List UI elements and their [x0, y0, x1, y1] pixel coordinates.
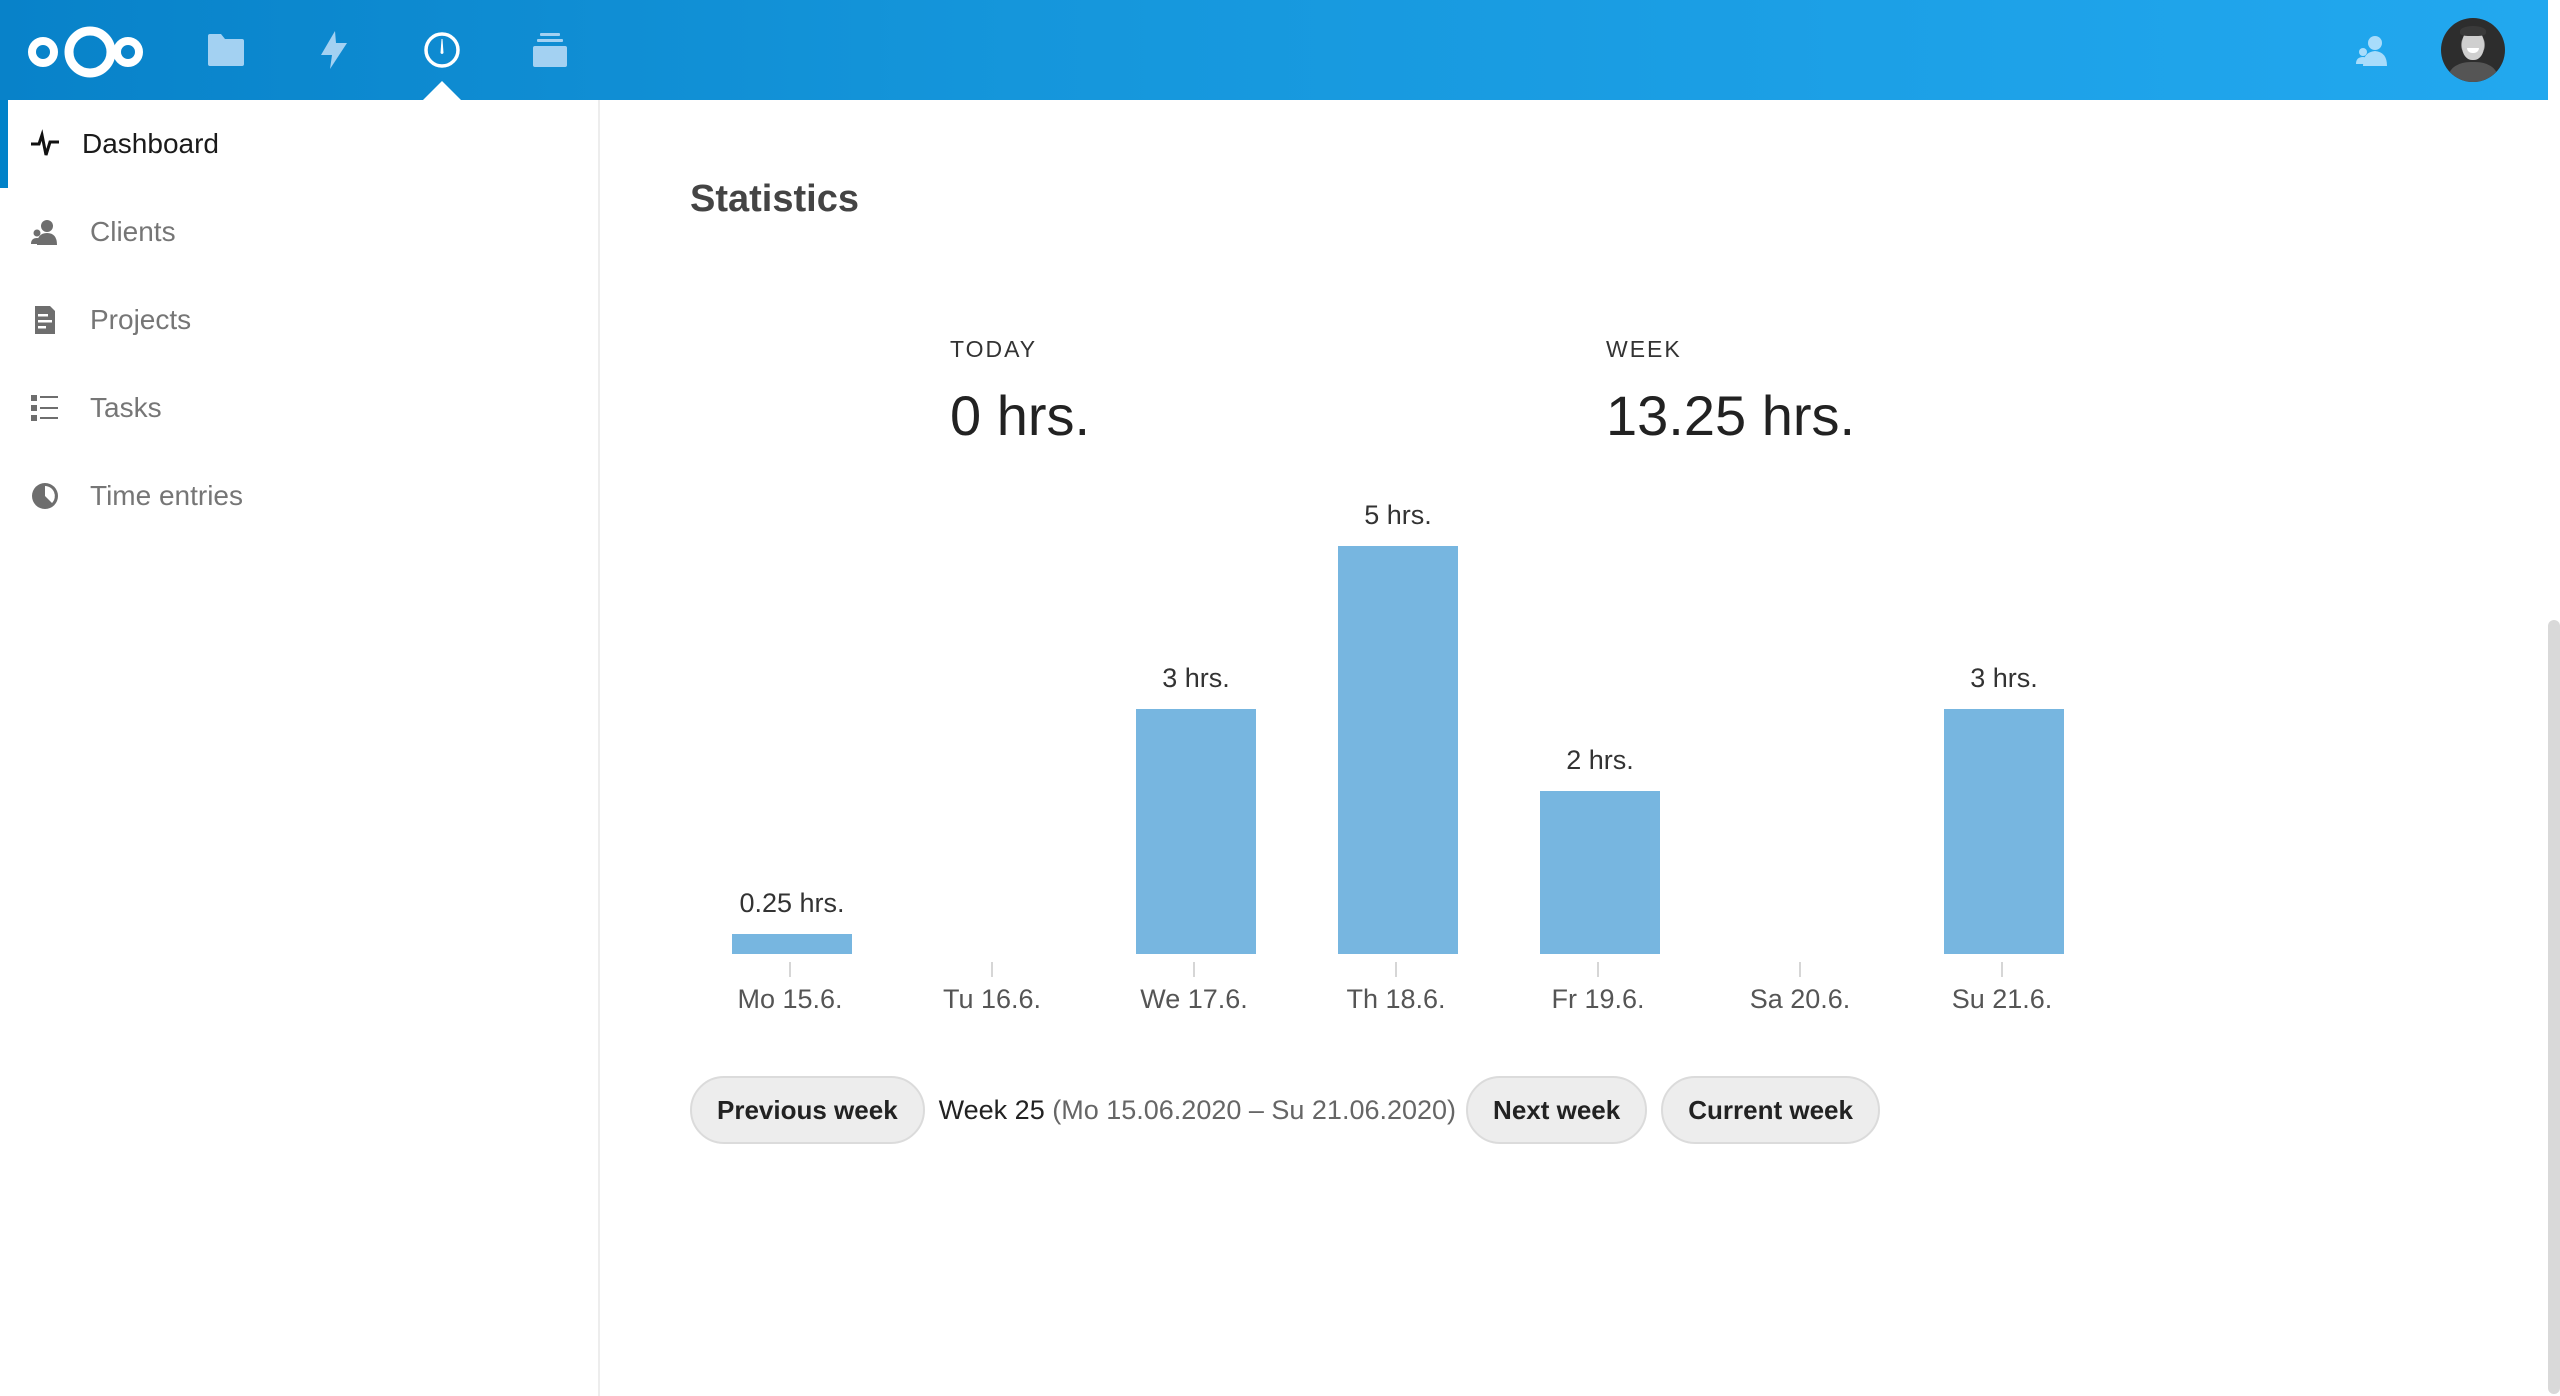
sidebar-item-label: Clients [90, 216, 176, 247]
current-week-button[interactable]: Current week [1661, 1076, 1880, 1144]
clock-gauge-icon[interactable] [420, 28, 464, 72]
chart-bar [732, 934, 852, 954]
stat-week: WEEK 13.25 hrs. [1606, 336, 1855, 448]
sidebar-item-label: Dashboard [82, 128, 219, 159]
stat-today-label: TODAY [950, 336, 1038, 362]
x-axis-tick [1597, 962, 1599, 977]
active-app-indicator [423, 81, 461, 100]
pulse-icon [30, 129, 60, 159]
sidebar-item-label: Time entries [90, 480, 244, 511]
sidebar-navigation: Dashboard Clients Projects Tasks Time en… [0, 100, 600, 1396]
x-axis-tick [2001, 962, 2003, 977]
avatar-smile-shape [2467, 48, 2479, 53]
nextcloud-logo-icon[interactable] [24, 22, 148, 82]
weekly-hours-bar-chart: 0.25 hrs. Mo 15.6. Tu 16.6. 3 hrs. We 17.6. 5… [602, 100, 2548, 1396]
x-axis-label: Su 21.6. [1951, 984, 2053, 1014]
chart-bar [1338, 546, 1458, 954]
sidebar-item-label: Tasks [90, 392, 162, 423]
x-axis-tick [1193, 962, 1195, 977]
x-axis-tick [1395, 962, 1397, 977]
clients-icon [30, 217, 60, 247]
bar-value-label: 2 hrs. [1566, 745, 1634, 775]
x-axis-tick [991, 962, 993, 977]
bar-value-label: 5 hrs. [1364, 500, 1432, 530]
bar-value-label: 3 hrs. [1970, 663, 2038, 693]
avatar-body-shape [2449, 62, 2497, 82]
sidebar-item-time-entries[interactable]: Time entries [0, 452, 598, 540]
stat-week-label: WEEK [1606, 336, 1682, 362]
stat-today-value: 0 hrs. [950, 384, 1091, 447]
week-navigation: Previous week Week 25 (Mo 15.06.2020 – S… [690, 1076, 1880, 1144]
next-week-button[interactable]: Next week [1466, 1076, 1648, 1144]
contacts-icon[interactable] [2355, 32, 2391, 68]
deck-stack-icon[interactable] [528, 28, 572, 72]
user-avatar[interactable] [2441, 18, 2505, 82]
sidebar-item-label: Projects [90, 304, 192, 335]
scrollbar-thumb[interactable] [2548, 620, 2560, 1394]
avatar-hair-shape [2460, 26, 2486, 36]
document-icon [30, 305, 60, 335]
pie-clock-icon [30, 481, 60, 511]
chart-bar [1540, 791, 1660, 954]
x-axis-label: Tu 16.6. [942, 984, 1042, 1014]
x-axis-label: Th 18.6. [1346, 984, 1446, 1014]
lightning-bolt-icon[interactable] [312, 28, 356, 72]
bar-value-label: 3 hrs. [1162, 663, 1230, 693]
bar-value-label: 0.25 hrs. [739, 888, 845, 918]
chart-bar [1944, 709, 2064, 954]
sidebar-item-dashboard[interactable]: Dashboard [0, 100, 598, 188]
main-content: Statistics TODAY 0 hrs. WEEK 13.25 hrs. … [602, 100, 2548, 1396]
x-axis-label: We 17.6. [1140, 984, 1248, 1014]
week-display: Week 25 (Mo 15.06.2020 – Su 21.06.2020) [939, 1095, 1456, 1126]
sidebar-item-projects[interactable]: Projects [0, 276, 598, 364]
sidebar-item-clients[interactable]: Clients [0, 188, 598, 276]
x-axis-label: Fr 19.6. [1551, 984, 1645, 1014]
x-axis-tick [789, 962, 791, 977]
chart-bar [1136, 709, 1256, 954]
sidebar-item-tasks[interactable]: Tasks [0, 364, 598, 452]
week-date-range: (Mo 15.06.2020 – Su 21.06.2020) [1052, 1094, 1457, 1125]
stat-today: TODAY 0 hrs. [950, 336, 1090, 448]
avatar-face-shape [2462, 30, 2484, 60]
page-title: Statistics [690, 178, 859, 220]
checklist-icon [30, 393, 60, 423]
x-axis-label: Mo 15.6. [737, 984, 843, 1014]
x-axis-tick [1799, 962, 1801, 977]
x-axis-label: Sa 20.6. [1749, 984, 1851, 1014]
previous-week-button[interactable]: Previous week [690, 1076, 925, 1144]
week-number: Week 25 [938, 1094, 1045, 1125]
stat-week-value: 13.25 hrs. [1606, 384, 1856, 447]
folder-icon[interactable] [204, 28, 248, 72]
top-header [0, 0, 2548, 100]
